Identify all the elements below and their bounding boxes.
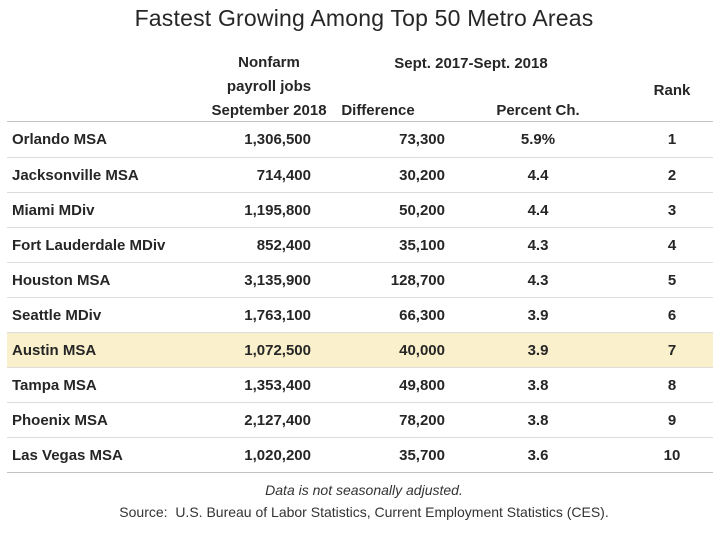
column-header-rank: Rank: [653, 81, 691, 99]
jobs-cell: 1,306,500: [244, 131, 311, 148]
rank-cell: 6: [667, 306, 677, 324]
jobs-cell: 1,020,200: [244, 446, 311, 464]
table-body: Orlando MSA 1,306,500 73,300 5.9% 1 Jack…: [7, 121, 713, 473]
rank-cell: 1: [667, 131, 677, 148]
table-row: Las Vegas MSA 1,020,200 35,700 3.6 10: [7, 437, 713, 472]
table-row: Miami MDiv 1,195,800 50,200 4.4 3: [7, 192, 713, 227]
data-table: Nonfarm payroll jobs September 2018 Sept…: [7, 49, 713, 473]
column-header-payroll-jobs: Nonfarm payroll jobs September 2018: [211, 49, 326, 123]
table-row: Phoenix MSA 2,127,400 78,200 3.8 9: [7, 402, 713, 437]
jobs-cell: 1,195,800: [244, 201, 311, 219]
jobs-cell: 2,127,400: [244, 411, 311, 429]
column-header-period: Sept. 2017-Sept. 2018: [394, 55, 548, 72]
jobs-cell: 852,400: [256, 236, 311, 254]
percent-cell: 3.8: [527, 411, 549, 429]
column-header-percent-change: Percent Ch.: [496, 102, 580, 119]
table-row: Orlando MSA 1,306,500 73,300 5.9% 1: [7, 122, 713, 157]
page-title: Fastest Growing Among Top 50 Metro Areas: [134, 5, 594, 31]
percent-cell: 3.9: [527, 306, 549, 324]
rank-cell: 7: [667, 341, 677, 359]
metro-cell: Fort Lauderdale MDiv: [12, 236, 166, 254]
percent-cell: 4.3: [527, 236, 549, 254]
figure-footer: Data is not seasonally adjusted. Source:…: [0, 482, 728, 520]
rank-cell: 4: [667, 236, 677, 254]
metro-cell: Seattle MDiv: [12, 306, 102, 324]
difference-cell: 78,200: [399, 411, 445, 429]
payroll-header-line-1: Nonfarm: [238, 54, 300, 71]
difference-cell: 35,100: [399, 236, 445, 254]
source-line: Source: U.S. Bureau of Labor Statistics,…: [119, 504, 609, 520]
table-row: Tampa MSA 1,353,400 49,800 3.8 8: [7, 367, 713, 402]
rank-cell: 8: [667, 376, 677, 394]
jobs-cell: 1,763,100: [244, 306, 311, 324]
column-header-difference: Difference: [341, 102, 415, 119]
jobs-cell: 714,400: [256, 166, 311, 184]
percent-cell: 4.3: [527, 271, 549, 289]
percent-cell: 4.4: [527, 166, 549, 184]
period-subheaders: Difference Percent Ch.: [311, 102, 631, 119]
rank-cell: 2: [667, 166, 677, 184]
difference-cell: 30,200: [399, 166, 445, 184]
payroll-header-line-3: September 2018: [211, 102, 327, 119]
jobs-cell: 1,353,400: [244, 376, 311, 394]
metro-cell: Tampa MSA: [12, 376, 97, 394]
rank-cell: 3: [667, 201, 677, 219]
table-row: Houston MSA 3,135,900 128,700 4.3 5: [7, 262, 713, 297]
percent-cell: 3.6: [527, 446, 549, 464]
rank-cell: 10: [663, 446, 681, 464]
table-row-highlighted: Austin MSA 1,072,500 40,000 3.9 7: [7, 332, 713, 367]
difference-cell: 40,000: [399, 341, 445, 359]
table-row: Fort Lauderdale MDiv 852,400 35,100 4.3 …: [7, 227, 713, 262]
rank-cell: 5: [667, 271, 677, 289]
metro-cell: Phoenix MSA: [12, 411, 108, 429]
column-group-period: Sept. 2017-Sept. 2018 Difference Percent…: [311, 49, 631, 123]
difference-cell: 50,200: [399, 201, 445, 219]
seasonal-adjustment-note: Data is not seasonally adjusted.: [265, 482, 463, 498]
metro-cell: Austin MSA: [12, 341, 97, 359]
metro-cell: Miami MDiv: [12, 201, 95, 219]
jobs-cell: 3,135,900: [244, 271, 311, 289]
difference-cell: 35,700: [399, 446, 445, 464]
table-row: Jacksonville MSA 714,400 30,200 4.4 2: [7, 157, 713, 192]
difference-cell: 49,800: [399, 376, 445, 394]
metro-cell: Jacksonville MSA: [12, 166, 139, 184]
jobs-cell: 1,072,500: [244, 341, 311, 359]
percent-cell: 3.8: [527, 376, 549, 394]
percent-cell: 3.9: [527, 341, 549, 359]
payroll-header-line-2: payroll jobs: [226, 78, 312, 95]
percent-cell: 4.4: [527, 201, 549, 219]
percent-cell: 5.9%: [520, 131, 556, 148]
metro-cell: Orlando MSA: [12, 131, 108, 148]
metro-cell: Las Vegas MSA: [12, 446, 123, 464]
difference-cell: 73,300: [399, 131, 445, 148]
metro-cell: Houston MSA: [12, 271, 111, 289]
difference-cell: 128,700: [390, 271, 445, 289]
table-header: Nonfarm payroll jobs September 2018 Sept…: [7, 49, 713, 121]
table-row: Seattle MDiv 1,763,100 66,300 3.9 6: [7, 297, 713, 332]
rank-cell: 9: [667, 411, 677, 429]
difference-cell: 66,300: [399, 306, 445, 324]
